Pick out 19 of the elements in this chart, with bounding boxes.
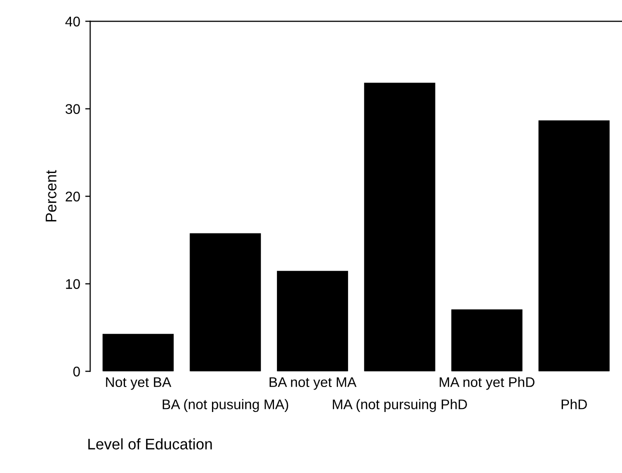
x-tick-label: PhD [562,399,587,410]
x-tick-label: MA not yet PhD [440,376,534,390]
x-tick-label: BA (not pusuing MA) [162,399,288,412]
x-tick-label: BA not yet MA [270,377,356,390]
bar [538,120,610,372]
bar [451,309,522,372]
y-tick-label: 10 [66,279,80,289]
y-axis-title: Percent [46,170,56,222]
x-axis-title: Level of Education [88,438,212,450]
y-tick-label: 20 [66,192,80,202]
bar [190,233,261,372]
y-tick-label: 30 [66,104,80,114]
x-tick-label: Not yet BA [106,377,172,390]
y-tick-label: 40 [65,16,80,26]
y-tick-label: 0 [73,366,80,376]
x-tick-label: MA (not pursuing PhD [332,399,467,412]
bar [102,334,174,372]
bar [364,82,436,372]
bar [276,270,348,372]
